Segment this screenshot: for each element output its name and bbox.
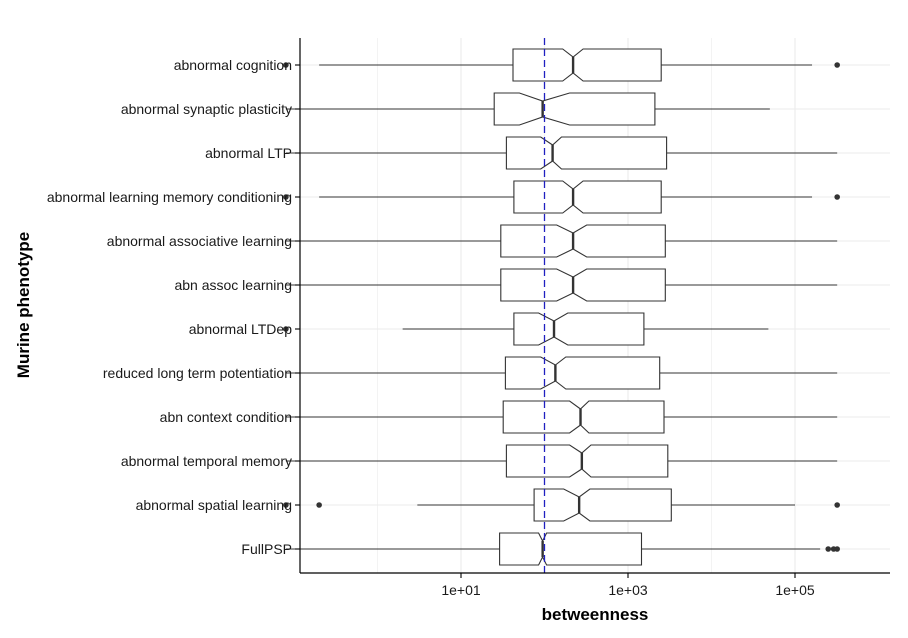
box-1 (285, 92, 770, 126)
y-tick-label: abnormal learning memory conditioning (47, 189, 292, 205)
box-9 (285, 444, 838, 478)
x-ticks: 1e+01 1e+03 1e+05 (441, 573, 815, 598)
x-tick-label: 1e+03 (608, 582, 648, 598)
box-2 (285, 136, 838, 170)
box-3 (283, 180, 840, 214)
y-tick-label: abn context condition (160, 409, 292, 425)
y-tick-label: abnormal LTDep (189, 321, 292, 337)
box-10 (283, 488, 840, 522)
box-body (499, 532, 643, 566)
y-tick-label: abnormal cognition (174, 57, 292, 73)
outlier-point (316, 502, 322, 508)
box-body (502, 400, 665, 434)
outlier-point (283, 502, 289, 508)
outlier-point (834, 546, 840, 552)
y-tick-label: FullPSP (241, 541, 292, 557)
y-tick-label: abnormal spatial learning (136, 497, 292, 513)
outlier-point (834, 194, 840, 200)
box-body (505, 136, 668, 170)
box-body (513, 180, 662, 214)
plot-background (300, 38, 890, 573)
box-body (533, 488, 672, 522)
box-body (513, 312, 645, 346)
boxes (283, 48, 840, 566)
y-ticks: abnormal cognition abnormal synaptic plas… (47, 57, 300, 557)
box-body (500, 268, 666, 302)
y-tick-label: abn assoc learning (174, 277, 292, 293)
box-8 (285, 400, 838, 434)
outlier-point (283, 326, 289, 332)
x-tick-label: 1e+05 (775, 582, 815, 598)
box-5 (285, 268, 838, 302)
box-4 (285, 224, 838, 258)
y-tick-label: abnormal LTP (205, 145, 292, 161)
box-6 (283, 312, 769, 346)
box-body (512, 48, 662, 82)
outlier-point (283, 62, 289, 68)
y-axis-title: Murine phenotype (14, 232, 33, 378)
box-body (504, 356, 661, 390)
box-body (500, 224, 666, 258)
box-body (493, 92, 656, 126)
box-0 (283, 48, 840, 82)
outlier-point (825, 546, 832, 552)
y-tick-label: reduced long term potentiation (103, 365, 292, 381)
x-axis-title: betweenness (542, 605, 649, 624)
y-tick-label: abnormal synaptic plasticity (121, 101, 292, 117)
y-tick-label: abnormal associative learning (107, 233, 292, 249)
outlier-point (834, 62, 840, 68)
y-tick-label: abnormal temporal memory (121, 453, 292, 469)
box-11 (285, 532, 840, 566)
outlier-point (834, 502, 840, 508)
outlier-point (283, 194, 289, 200)
x-tick-label: 1e+01 (441, 582, 481, 598)
box-body (505, 444, 669, 478)
